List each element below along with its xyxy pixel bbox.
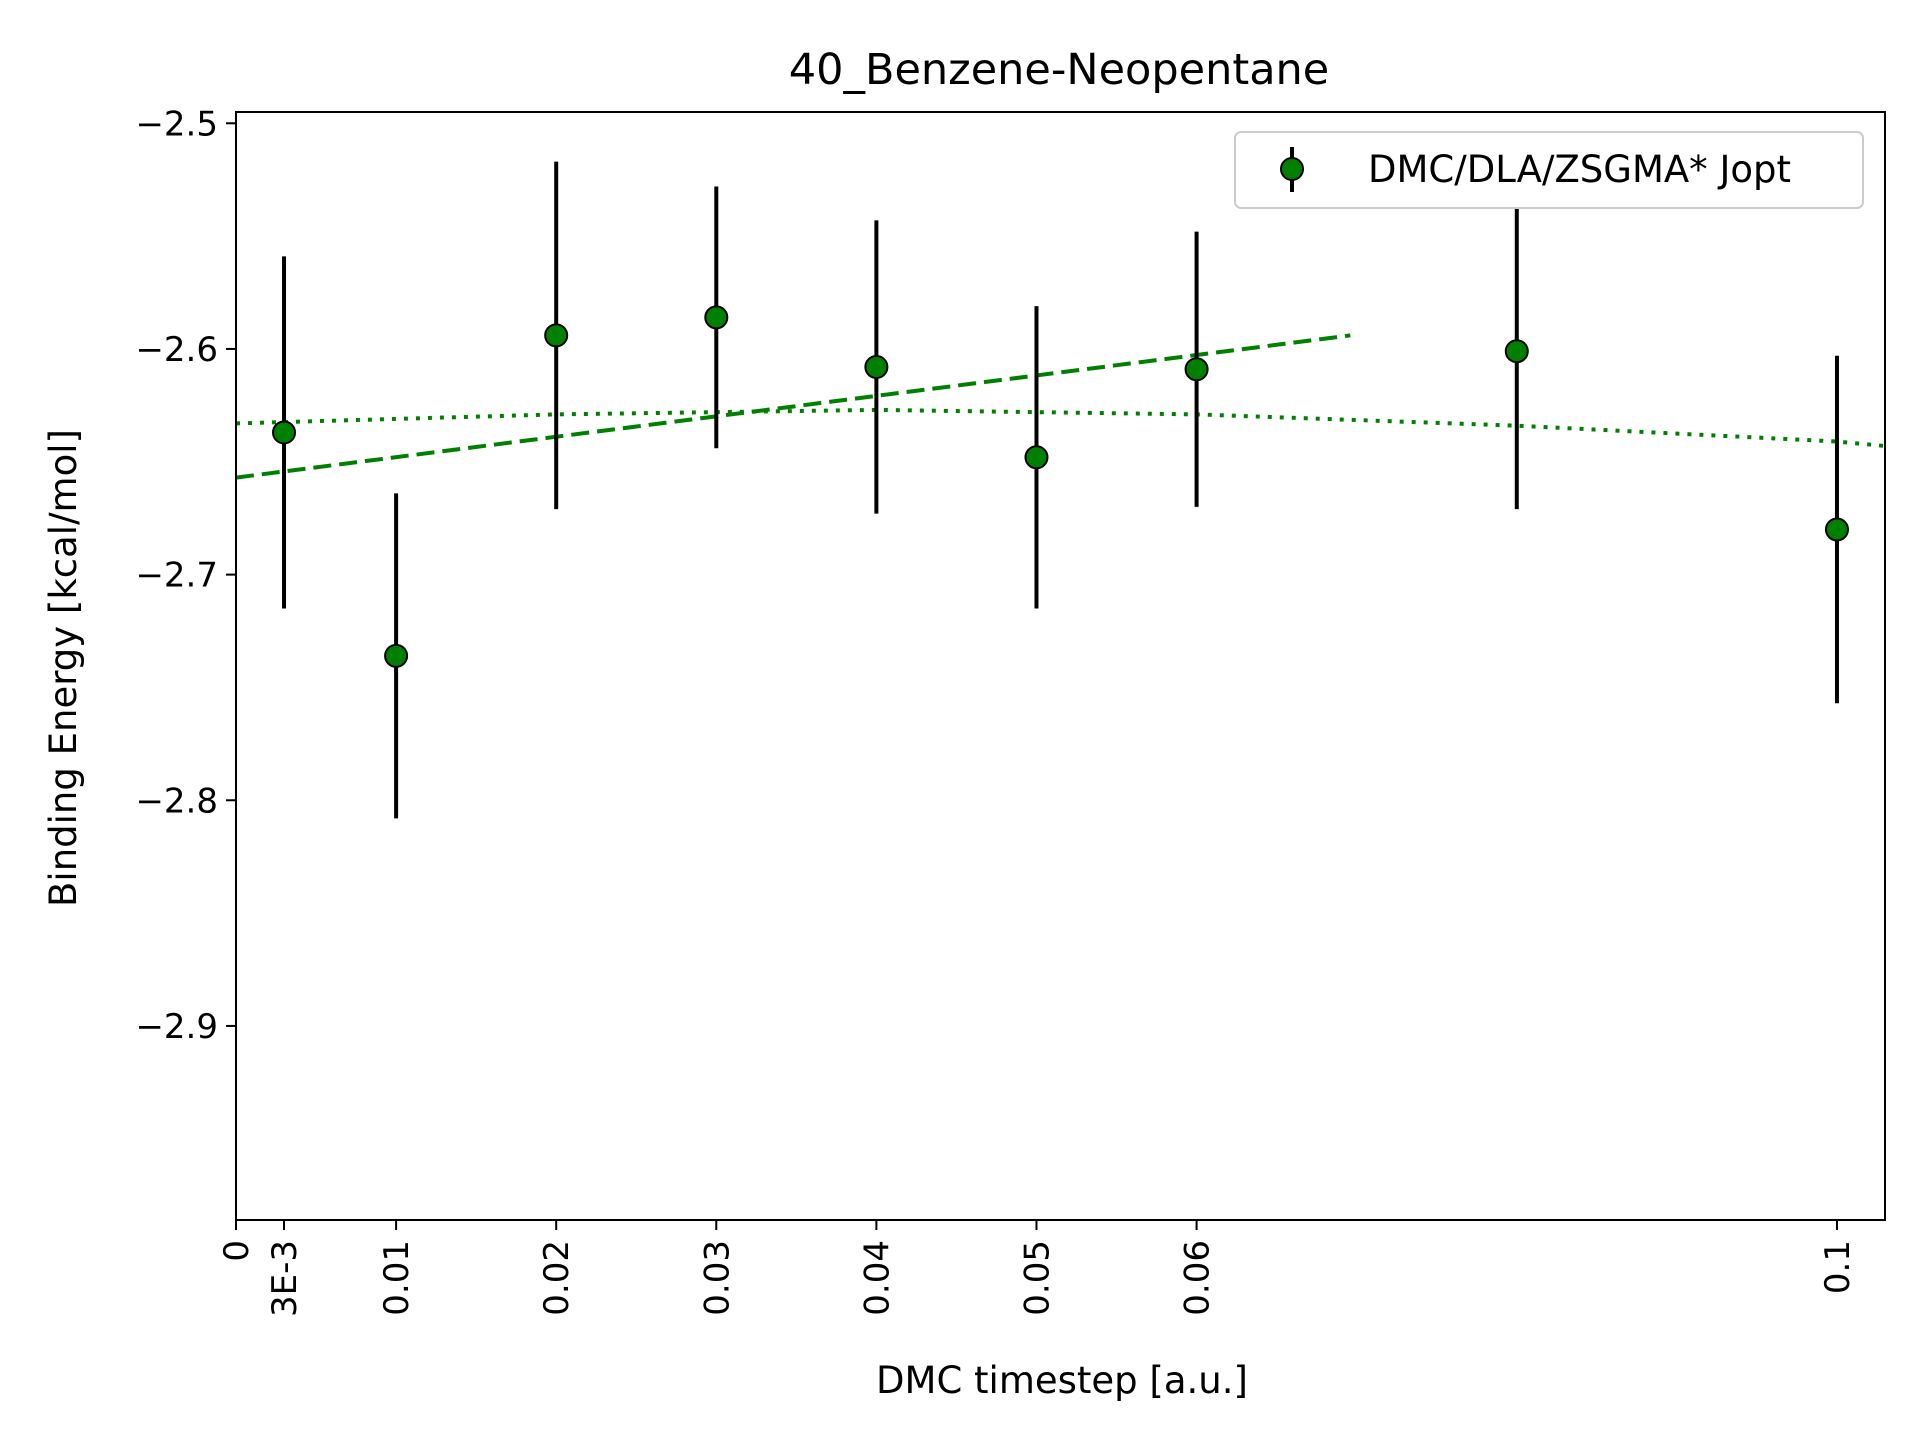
- data-point: [1824, 517, 1849, 542]
- data-point: [704, 305, 729, 330]
- plot-area: [235, 161, 1886, 819]
- data-point: [1024, 445, 1049, 470]
- x-tick-label: 0.1: [1818, 1240, 1858, 1294]
- legend: DMC/DLA/ZSGMA* Jopt: [1234, 131, 1864, 209]
- x-tick-label: 0.04: [857, 1240, 897, 1316]
- x-tick-label: 0.01: [377, 1240, 417, 1316]
- y-axis: −2.5 −2.6 −2.7 −2.8 −2.9: [135, 104, 236, 1047]
- data-point: [1184, 357, 1209, 382]
- x-tick-label: 0: [217, 1240, 257, 1262]
- y-tick-label: −2.8: [135, 781, 218, 821]
- data-point: [544, 323, 569, 348]
- x-tick-label: 0.05: [1018, 1240, 1058, 1316]
- y-tick-label: −2.5: [135, 104, 218, 144]
- x-axis-label: DMC timestep [a.u.]: [876, 1359, 1248, 1402]
- data-point: [384, 643, 409, 668]
- dashed-fit-line: [235, 333, 1351, 480]
- y-axis-label: Binding Energy [kcal/mol]: [42, 429, 85, 907]
- data-point: [1504, 339, 1529, 364]
- y-tick-label: −2.6: [135, 330, 218, 370]
- legend-marker-icon: [1280, 157, 1304, 181]
- data-point: [864, 354, 889, 379]
- legend-label: DMC/DLA/ZSGMA* Jopt: [1368, 148, 1791, 191]
- legend-frame: [1234, 131, 1864, 209]
- chart-title: 40_Benzene-Neopentane: [789, 45, 1330, 95]
- y-tick-label: −2.9: [135, 1007, 218, 1047]
- x-tick-label: 0.02: [537, 1240, 577, 1316]
- x-tick-label: 0.06: [1178, 1240, 1218, 1316]
- y-tick-label: −2.7: [135, 556, 218, 596]
- x-tick-label: 3E-3: [265, 1240, 305, 1317]
- x-tick-label: 0.03: [697, 1240, 737, 1316]
- x-axis: 0 3E-3 0.01 0.02 0.03 0.04 0.05 0.06 0.1: [217, 1220, 1858, 1317]
- plot-frame: [235, 111, 1886, 1221]
- data-point: [272, 420, 297, 445]
